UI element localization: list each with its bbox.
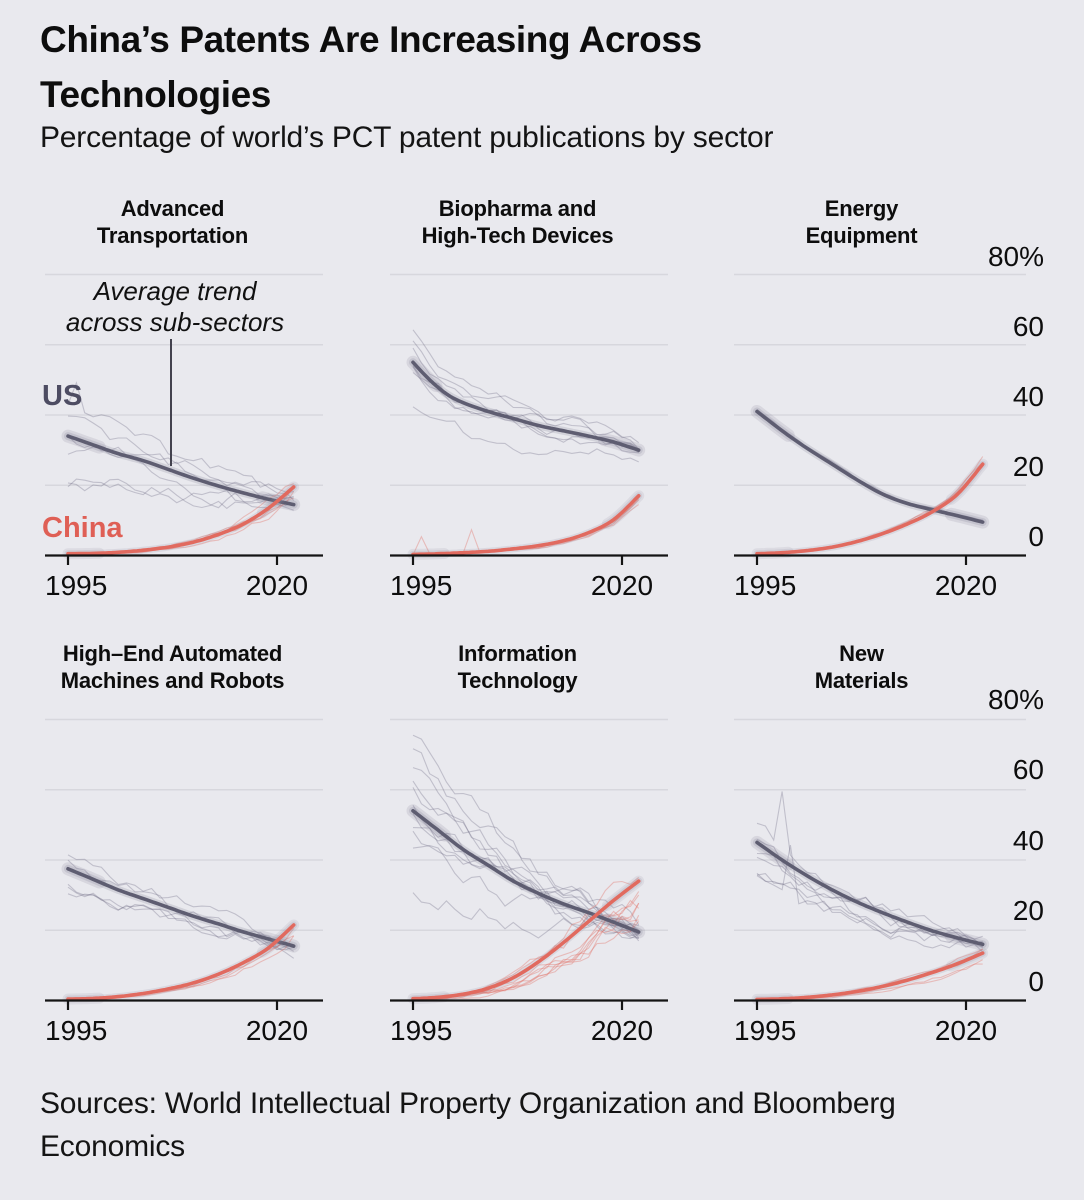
y-tick-label-80pct-row1: 80%: [987, 241, 1044, 272]
y-tick-label-20-row1: 20: [1012, 451, 1044, 482]
panel-title-line2: Technology: [457, 668, 578, 693]
y-tick-label-0-row1: 0: [1028, 521, 1044, 552]
panel-title-line2: Materials: [814, 668, 909, 693]
x-tick-label-1995: 1995: [45, 1015, 108, 1046]
panel-title-line2: Transportation: [96, 223, 249, 248]
sources-note: Sources: World Intellectual Property Org…: [40, 1087, 896, 1163]
panel-title: Energy Equipment: [674, 195, 1049, 249]
panel-title: High–End Automated Machines and Robots: [0, 640, 360, 694]
panel-title-line1: Biopharma and: [438, 196, 597, 221]
x-tick-label-2020: 2020: [934, 1015, 998, 1046]
x-tick-label-2020: 2020: [245, 570, 309, 601]
panel-title-line2: High-Tech Devices: [421, 223, 614, 248]
panel-title: Advanced Transportation: [0, 195, 360, 249]
x-tick-label-1995: 1995: [390, 1015, 453, 1046]
panel-title-line1: Information: [458, 641, 577, 666]
annotation-line1: Average trend: [93, 276, 257, 306]
x-tick-label-2020: 2020: [934, 570, 998, 601]
y-tick-label-60-row2: 60: [1012, 754, 1044, 785]
panel-canvas-new-materials: [734, 718, 1026, 1010]
panel-canvas-highend-automated-machines: [45, 718, 323, 1010]
chart-subtitle: Percentage of world’s PCT patent publica…: [40, 121, 774, 154]
annotation-average-trend: Average trend across sub-sectors: [50, 276, 300, 338]
panel-canvas-biopharma-hightech: [390, 273, 668, 565]
annotation-pointer-line: [170, 339, 172, 466]
panel-title-line2: Equipment: [805, 223, 918, 248]
y-tick-label-40-row1: 40: [1012, 381, 1044, 412]
panel-canvas-energy-equipment: [734, 273, 1026, 565]
x-tick-label-1995: 1995: [734, 1015, 797, 1046]
china-series-label: China: [42, 512, 123, 544]
panel-canvas-advanced-transportation: [45, 273, 323, 565]
us-series-label: US: [42, 380, 83, 412]
panel-title-line1: High–End Automated: [62, 641, 283, 666]
chart-title: China’s Patents Are Increasing Across Te…: [40, 19, 702, 115]
x-tick-label-2020: 2020: [590, 1015, 654, 1046]
panel-title-line1: Energy: [824, 196, 899, 221]
panel-title-line1: New: [839, 641, 884, 666]
y-tick-label-20-row2: 20: [1012, 895, 1044, 926]
x-tick-label-1995: 1995: [734, 570, 797, 601]
y-tick-label-0-row2: 0: [1028, 966, 1044, 997]
annotation-line2: across sub-sectors: [65, 307, 285, 337]
panel-title: Information Technology: [330, 640, 705, 694]
x-tick-label-1995: 1995: [390, 570, 453, 601]
panel-canvas-information-technology: [390, 718, 668, 1010]
x-tick-label-2020: 2020: [245, 1015, 309, 1046]
panel-title: Biopharma and High-Tech Devices: [330, 195, 705, 249]
panel-title-line1: Advanced: [120, 196, 225, 221]
y-tick-label-40-row2: 40: [1012, 825, 1044, 856]
panel-title: New Materials: [674, 640, 1049, 694]
x-tick-label-1995: 1995: [45, 570, 108, 601]
panel-title-line2: Machines and Robots: [60, 668, 285, 693]
x-tick-label-2020: 2020: [590, 570, 654, 601]
y-tick-label-80pct-row2: 80%: [987, 684, 1044, 715]
y-tick-label-60-row1: 60: [1012, 311, 1044, 342]
